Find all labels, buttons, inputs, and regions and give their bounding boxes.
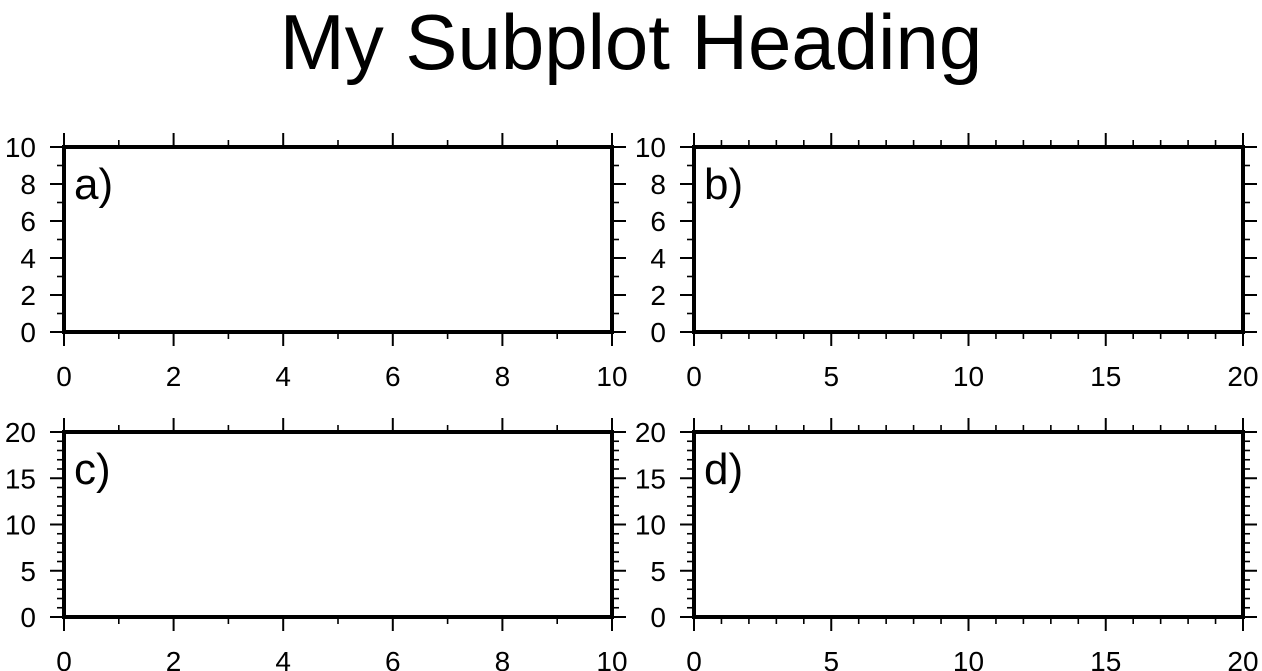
x-tick-label: 10 [953,361,984,392]
y-tick-label: 4 [650,243,666,274]
y-tick-label: 10 [5,132,36,163]
x-tick-label: 15 [1090,646,1121,671]
y-tick-label: 4 [20,243,36,274]
y-tick-label: 10 [5,510,36,541]
plot-frame [692,430,1245,619]
subplot-2: 0 5 10 15 20 0 2 4 6 8 10 b) [635,132,1259,392]
x-tick-label: 5 [823,646,839,671]
x-tick-label: 10 [596,361,627,392]
plot-frame [692,145,1245,334]
x-tick-label: 2 [166,646,182,671]
x-tick-label: 8 [495,361,511,392]
y-tick-label: 0 [20,602,36,633]
x-tick-label: 8 [495,646,511,671]
panel-label: a) [74,160,113,209]
y-tick-label: 5 [650,556,666,587]
panel-label: b) [704,160,743,209]
x-tick-label: 4 [275,646,291,671]
subplot-4: 0 5 10 15 20 0 5 10 15 20 d) [635,417,1259,671]
y-tick-label: 2 [650,280,666,311]
y-tick-label: 20 [5,417,36,448]
y-tick-label: 0 [650,317,666,348]
x-tick-label: 6 [385,646,401,671]
x-tick-label: 5 [823,361,839,392]
y-tick-label: 0 [20,317,36,348]
x-tick-label: 20 [1227,646,1258,671]
plot-frame [62,430,614,619]
x-tick-label: 20 [1227,361,1258,392]
x-tick-label: 0 [686,361,702,392]
y-tick-label: 8 [650,169,666,200]
x-tick-label: 15 [1090,361,1121,392]
x-tick-label: 0 [686,646,702,671]
y-tick-label: 0 [650,602,666,633]
panel-label: d) [704,445,743,494]
x-tick-label: 0 [56,646,72,671]
panel-label: c) [74,445,111,494]
y-tick-label: 10 [635,510,666,541]
y-tick-label: 5 [20,556,36,587]
y-tick-label: 8 [20,169,36,200]
y-tick-label: 20 [635,417,666,448]
subplot-3: 0 2 4 6 8 10 0 5 10 15 20 c) [5,417,628,671]
figure-title: My Subplot Heading [279,0,983,86]
plot-frame [62,145,614,334]
x-tick-label: 4 [275,361,291,392]
x-tick-label: 10 [953,646,984,671]
x-tick-label: 2 [166,361,182,392]
x-tick-label: 6 [385,361,401,392]
x-tick-label: 0 [56,361,72,392]
y-tick-label: 6 [20,206,36,237]
x-tick-label: 10 [596,646,627,671]
y-tick-label: 2 [20,280,36,311]
y-tick-label: 15 [635,463,666,494]
y-tick-label: 10 [635,132,666,163]
y-tick-label: 15 [5,463,36,494]
subplot-1: 0 2 4 6 8 10 0 2 4 6 8 10 a) [5,132,628,392]
y-tick-label: 6 [650,206,666,237]
